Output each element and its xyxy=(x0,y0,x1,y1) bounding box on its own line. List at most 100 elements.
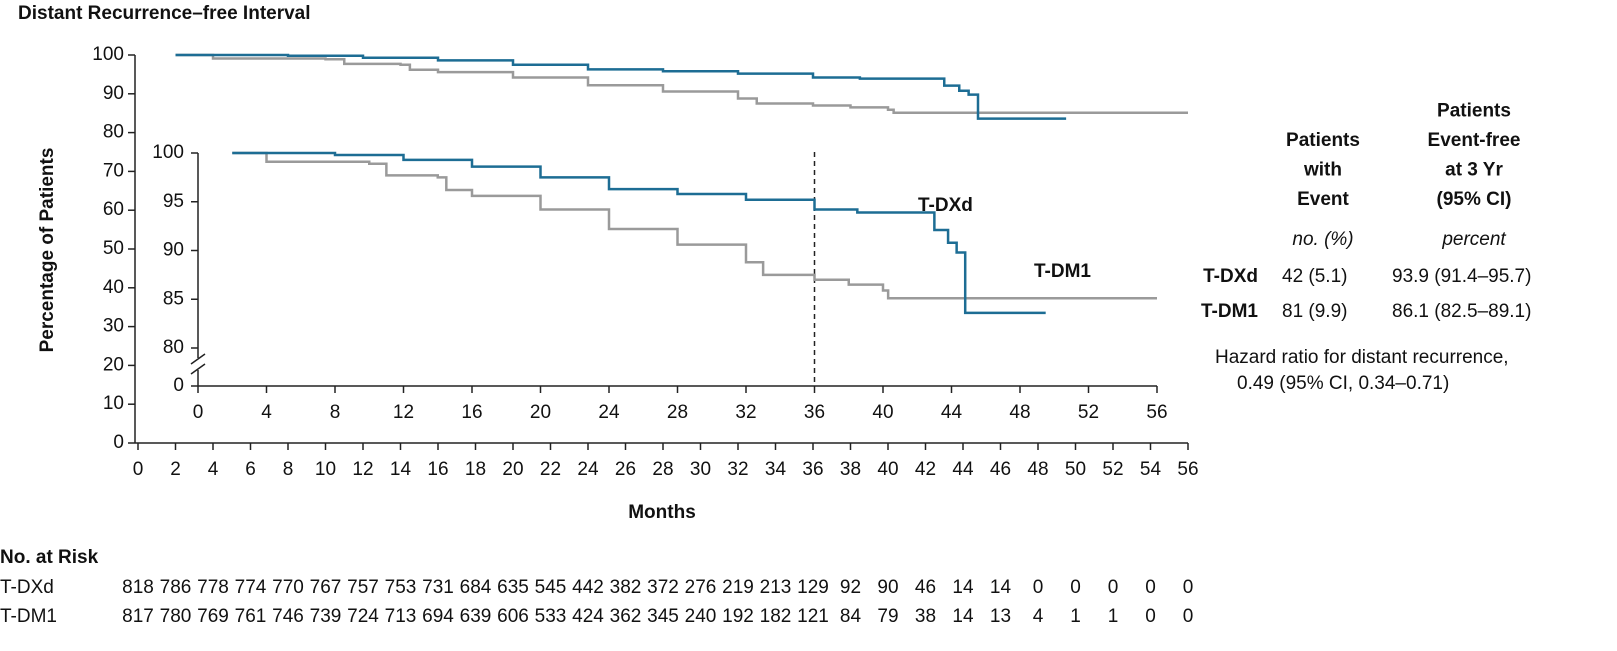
risk-value: 770 xyxy=(272,577,304,598)
risk-row-label: T-DXd xyxy=(0,577,54,598)
y-tick-label: 50 xyxy=(103,238,124,259)
risk-value: 1 xyxy=(1108,606,1119,627)
inset-y-tick-label: 95 xyxy=(163,191,184,212)
x-tick-label: 36 xyxy=(802,459,823,480)
x-tick-label: 16 xyxy=(427,459,448,480)
risk-value: 753 xyxy=(385,577,417,598)
table-header: Patients xyxy=(1437,101,1511,122)
risk-value: 345 xyxy=(647,606,679,627)
risk-value: 14 xyxy=(952,606,974,627)
x-tick-label: 42 xyxy=(915,459,936,480)
risk-value: 818 xyxy=(122,577,154,598)
km-curve xyxy=(175,53,1188,115)
y-tick-label: 80 xyxy=(103,122,124,143)
x-tick-label: 46 xyxy=(990,459,1011,480)
x-tick-label: 0 xyxy=(133,459,144,480)
risk-value: 276 xyxy=(685,577,717,598)
risk-value: 724 xyxy=(347,606,379,627)
x-tick-label: 38 xyxy=(840,459,861,480)
legend-label: T-DXd xyxy=(918,195,973,216)
x-tick-label: 52 xyxy=(1102,459,1123,480)
inset-y-tick-label: 85 xyxy=(163,288,184,309)
x-tick-label: 22 xyxy=(540,459,561,480)
table-cell: 93.9 (91.4–95.7) xyxy=(1392,266,1531,287)
risk-value: 14 xyxy=(990,577,1012,598)
risk-value: 757 xyxy=(347,577,379,598)
risk-value: 0 xyxy=(1108,577,1119,598)
risk-value: 731 xyxy=(422,577,454,598)
risk-value: 533 xyxy=(535,606,567,627)
risk-value: 0 xyxy=(1145,606,1156,627)
x-tick-label: 48 xyxy=(1027,459,1048,480)
inset-x-tick-label: 32 xyxy=(735,402,756,423)
table-row-label: T-DXd xyxy=(1203,266,1258,287)
risk-value: 14 xyxy=(952,577,974,598)
x-tick-label: 50 xyxy=(1065,459,1086,480)
y-tick-label: 70 xyxy=(103,160,124,181)
risk-value: 780 xyxy=(160,606,192,627)
table-cell: 42 (5.1) xyxy=(1282,266,1347,287)
x-tick-label: 12 xyxy=(352,459,373,480)
table-cell: 81 (9.9) xyxy=(1282,301,1347,322)
x-tick-label: 30 xyxy=(690,459,711,480)
risk-value: 739 xyxy=(310,606,342,627)
x-tick-label: 14 xyxy=(390,459,412,480)
risk-value: 545 xyxy=(535,577,567,598)
table-header: (95% CI) xyxy=(1437,189,1512,210)
x-tick-label: 20 xyxy=(502,459,523,480)
chart-title: Distant Recurrence–free Interval xyxy=(18,3,311,24)
x-tick-label: 44 xyxy=(952,459,974,480)
table-cell: 86.1 (82.5–89.1) xyxy=(1392,301,1531,322)
x-tick-label: 56 xyxy=(1177,459,1198,480)
risk-value: 92 xyxy=(840,577,861,598)
risk-value: 382 xyxy=(610,577,642,598)
x-axis-label: Months xyxy=(628,502,696,523)
risk-value: 639 xyxy=(460,606,492,627)
risk-value: 694 xyxy=(422,606,454,627)
risk-value: 192 xyxy=(722,606,754,627)
risk-value: 424 xyxy=(572,606,604,627)
risk-value: 372 xyxy=(647,577,679,598)
y-tick-label: 10 xyxy=(103,393,124,414)
risk-value: 121 xyxy=(797,606,829,627)
risk-value: 4 xyxy=(1033,606,1044,627)
hazard-note: Hazard ratio for distant recurrence, xyxy=(1215,347,1509,368)
table-unit: no. (%) xyxy=(1292,229,1353,250)
risk-value: 0 xyxy=(1033,577,1044,598)
inset-x-tick-label: 12 xyxy=(393,402,414,423)
x-tick-label: 6 xyxy=(245,459,256,480)
legend-label: T-DM1 xyxy=(1034,261,1091,282)
risk-value: 219 xyxy=(722,577,754,598)
y-tick-label: 100 xyxy=(92,44,124,65)
risk-value: 46 xyxy=(915,577,936,598)
y-tick-label: 60 xyxy=(103,199,124,220)
inset-y-tick-label: 0 xyxy=(173,375,184,396)
x-tick-label: 54 xyxy=(1140,459,1162,480)
risk-value: 79 xyxy=(877,606,898,627)
table-header: Patients xyxy=(1286,130,1360,151)
risk-value: 774 xyxy=(235,577,267,598)
x-tick-label: 34 xyxy=(765,459,787,480)
risk-value: 817 xyxy=(122,606,154,627)
x-tick-label: 32 xyxy=(727,459,748,480)
risk-value: 13 xyxy=(990,606,1011,627)
risk-row-label: T-DM1 xyxy=(0,606,57,627)
risk-value: 713 xyxy=(385,606,417,627)
y-tick-label: 20 xyxy=(103,354,124,375)
table-header: Event xyxy=(1297,189,1349,210)
risk-value: 442 xyxy=(572,577,604,598)
inset-x-tick-label: 28 xyxy=(667,402,688,423)
risk-value: 182 xyxy=(760,606,792,627)
y-tick-label: 90 xyxy=(103,83,124,104)
axis-break xyxy=(190,363,206,375)
table-unit: percent xyxy=(1441,229,1506,250)
risk-value: 84 xyxy=(840,606,862,627)
inset-x-tick-label: 8 xyxy=(330,402,341,423)
table-row-label: T-DM1 xyxy=(1201,301,1258,322)
inset-x-tick-label: 48 xyxy=(1009,402,1030,423)
x-tick-label: 10 xyxy=(315,459,336,480)
risk-value: 0 xyxy=(1183,606,1194,627)
table-header: with xyxy=(1303,160,1342,181)
inset-y-tick-label: 90 xyxy=(163,240,184,261)
